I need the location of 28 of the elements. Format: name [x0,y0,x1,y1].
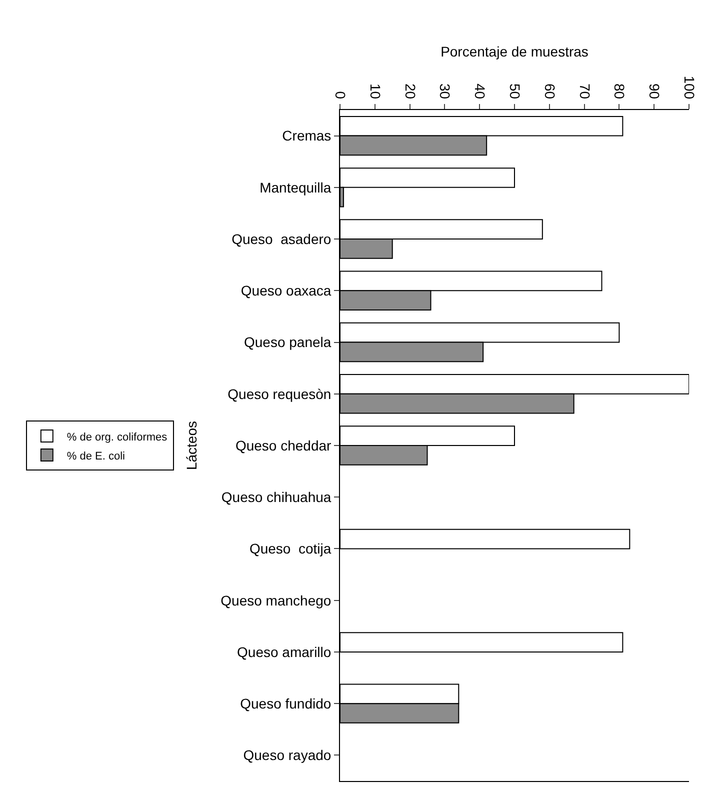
x-tick-label: 80 [612,84,628,100]
y-tick-label: Queso oaxaca [240,282,332,299]
x-tick-label: 100 [681,76,698,100]
x-tick-label: 10 [367,84,384,100]
x-tick-label: 30 [437,84,454,100]
y-tick-label: Mantequilla [260,179,332,196]
y-tick-label: Queso manchego [220,592,332,608]
y-tick-label: Cremas [282,128,332,144]
legend-label: % de org. coliformes [66,431,168,444]
x-tick-label: 90 [646,84,663,100]
y-tick-label: Queso cheddar [235,437,332,454]
x-tick-label: 0 [332,91,348,100]
y-tick-label: Queso rayado [243,747,332,764]
y-tick-label: Queso requesòn [228,386,332,402]
x-tick-label: 50 [506,84,523,100]
y-tick-label: Queso panela [244,334,332,350]
x-axis-title: Porcentaje de muestras [440,43,588,60]
y-axis-title: Lácteos [183,420,200,470]
y-tick-label: Queso asadero [232,230,332,247]
y-tick-label: Queso cotija [249,540,332,557]
legend-label: % de E. coli [66,450,125,462]
x-tick-label: 40 [472,84,488,100]
y-tick-label: Queso chihuahua [221,489,332,506]
x-tick-label: 70 [576,84,593,100]
x-tick-label: 20 [402,84,418,100]
y-tick-label: Queso amarillo [237,644,332,660]
y-tick-label: Queso fundido [240,695,332,712]
x-tick-label: 60 [542,84,558,100]
